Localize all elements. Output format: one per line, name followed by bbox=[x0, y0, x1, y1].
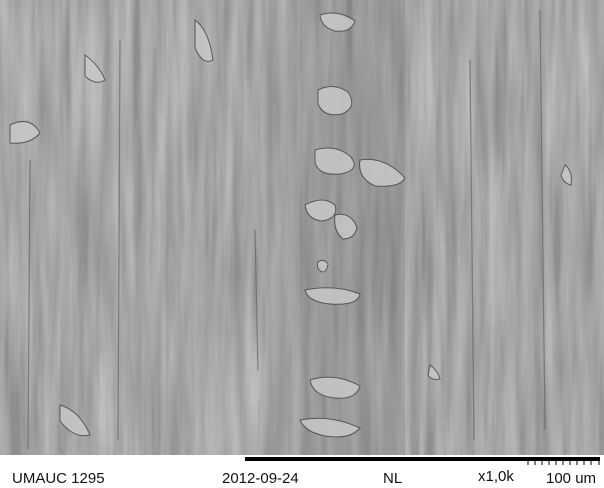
date-label: 2012-09-24 bbox=[222, 470, 299, 487]
mode-label: NL bbox=[383, 470, 402, 487]
sample-label: UMAUC 1295 bbox=[12, 470, 105, 487]
info-bar: UMAUC 1295 2012-09-24 NL x1,0k 100 um bbox=[0, 455, 604, 488]
scale-label: 100 um bbox=[546, 470, 596, 487]
scale-bar-ticks bbox=[527, 459, 600, 465]
micrograph bbox=[0, 0, 604, 455]
magnification-label: x1,0k bbox=[478, 468, 514, 485]
